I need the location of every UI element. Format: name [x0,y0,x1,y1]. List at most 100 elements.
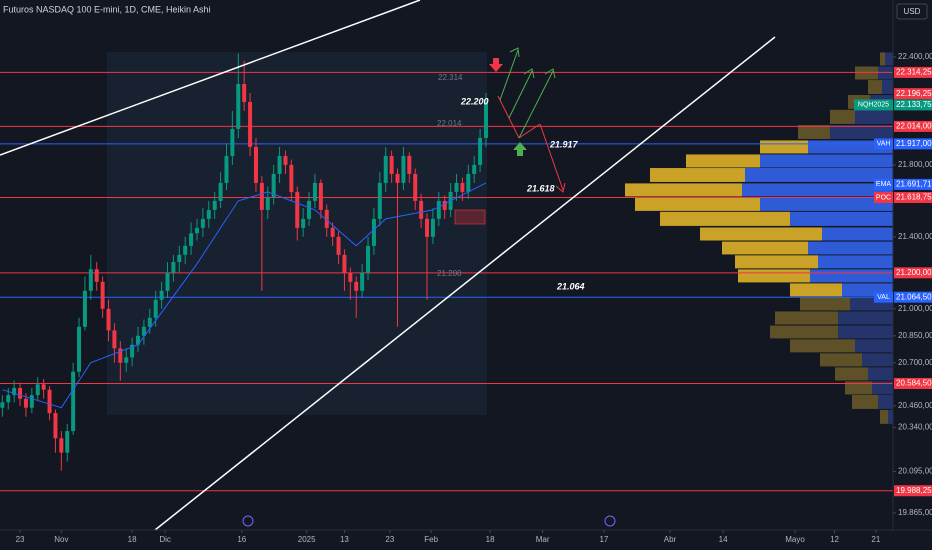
profile-buy [878,66,893,80]
profile-sell [738,269,810,283]
price-badge-label: 21.064,50 [896,292,932,301]
candle-body [307,200,312,219]
candle-body [6,395,11,403]
candle-body [224,155,229,183]
candle-body [330,227,335,237]
price-badge [894,138,932,150]
x-tick-label: Nov [54,535,68,544]
profile-buy [855,109,893,124]
profile-buy [882,80,893,95]
profile-buy [862,353,893,367]
x-tick-label: 23 [385,535,394,544]
plot [0,53,488,471]
arrow-head [555,182,566,193]
profile-sell [855,66,878,80]
candle-body [41,384,46,390]
profile-sell [700,227,822,241]
price-tag [874,192,893,204]
annotation: 21.200 [437,269,462,278]
candle-body [141,326,146,336]
candle-body [171,262,176,273]
candle-body [454,182,459,192]
candle-body [200,218,205,228]
price-tag-label: NQH2025 [858,102,889,109]
annotation: 21.618 [526,183,555,193]
profile-buy [855,339,893,353]
arrow-head [544,68,556,79]
profile-sell [660,211,790,226]
price-badge-label: 19.988,25 [896,486,932,495]
profile-sell [830,109,855,124]
y-tick-label: 20.095,00 [898,467,932,476]
candle-body [336,236,341,255]
candle-body [165,272,170,291]
candle-body [460,182,465,192]
candle-body [53,413,58,439]
x-tick-label: 18 [128,535,137,544]
candle-body [253,146,258,183]
price-tag [874,178,893,190]
profile-sell [845,381,872,395]
price-tag-label: EMA [876,181,892,188]
price-tag-label: VAL [877,294,890,301]
candle-body [301,218,306,228]
price-badge-label: 20.584,50 [896,379,932,388]
currency-label[interactable]: USD [904,7,921,16]
profile-sell [852,394,878,409]
x-tick-label: 23 [16,535,25,544]
profile-sell [835,367,868,381]
profile-sell [880,409,888,424]
price-badge-label: 21.200,00 [896,268,932,277]
annotation: 22.200 [460,96,489,106]
candle-body [425,218,430,237]
candle-body [47,389,52,414]
price-badge [894,88,932,100]
currency-button[interactable] [896,3,928,20]
candle-body [112,330,117,349]
price-badge [894,120,932,132]
candle-body [82,290,87,327]
y-tick-label: 20.460,00 [898,401,932,410]
profile-buy [885,52,893,66]
profile-sell [798,125,830,139]
x-tick-label: 18 [486,535,495,544]
candle-body [360,272,365,291]
event-icon[interactable] [604,515,616,527]
price-tag-label: POC [876,194,891,201]
candle-body [277,155,282,174]
price-badge [894,378,932,390]
event-icon[interactable] [242,515,254,527]
x-tick-label: Mayo [785,535,805,544]
axis-layer: 22.400,00 21.800,00 21.400,00 21.000,00 20.8… [16,52,932,544]
candle-body [218,182,223,201]
profile-buy [838,325,893,339]
candle-body [59,438,64,453]
candle-body [236,83,241,129]
candle-body [442,200,447,210]
profile-sell [770,325,838,339]
arrow-head [523,68,535,79]
candle-body [366,245,371,273]
candle-body [242,83,247,102]
profile-sell [800,297,850,311]
profile-buy [760,196,893,211]
down-arrow-icon [489,58,503,72]
candle-body [230,128,235,156]
price-badge [894,99,932,111]
y-tick-label: 22.400,00 [898,52,932,61]
candle-body [153,299,158,318]
profile-buy [872,381,893,395]
annotation: 22.014 [437,119,462,128]
candle-body [436,200,441,219]
x-tick-label: 21 [871,535,880,544]
candle-body [283,155,288,165]
candle-body [401,155,406,183]
candle-body [472,164,477,174]
profile-sell [790,283,842,297]
projection-line [497,95,520,139]
y-tick-label: 21.800,00 [898,160,932,169]
candle-body [88,269,93,291]
profile-sell [650,168,745,182]
candle-body [118,348,123,363]
price-badge-label: 22.314,25 [896,68,932,77]
